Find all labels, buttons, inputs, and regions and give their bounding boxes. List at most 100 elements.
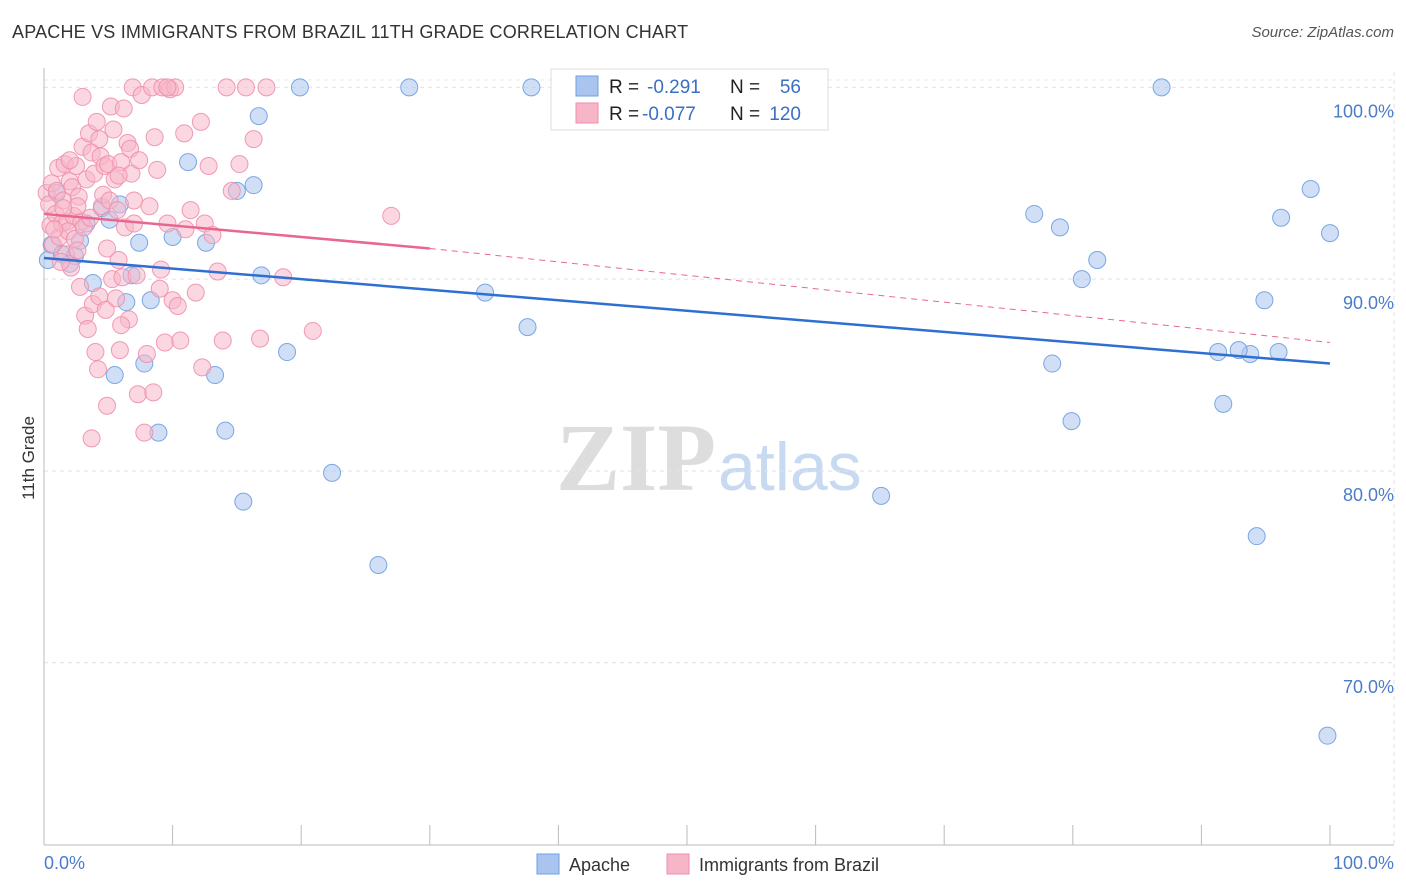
brazil-point <box>82 429 101 448</box>
y-tick-label: 90.0% <box>1343 293 1394 313</box>
brazil-point <box>213 331 232 350</box>
bottom-legend-swatch-apache <box>536 853 560 875</box>
apache-trend-line <box>43 256 1331 365</box>
brazil-point <box>90 130 109 149</box>
y-tick-label: 100.0% <box>1333 101 1394 121</box>
axes <box>43 68 1394 846</box>
brazil-point <box>175 124 194 143</box>
series-legend: Apache Immigrants from Brazil <box>536 853 879 875</box>
brazil-point <box>181 201 200 220</box>
legend-swatch-brazil <box>575 102 599 124</box>
apache-point <box>400 78 419 97</box>
apache-point <box>872 486 891 505</box>
brazil-point <box>68 241 87 260</box>
correlation-legend: R = -0.291 N = 56 R = -0.077 N = 120 <box>550 68 829 131</box>
brazil-point <box>51 252 70 271</box>
brazil-point <box>257 78 276 97</box>
brazil-point <box>104 120 123 139</box>
brazil-trend-line <box>43 212 430 250</box>
apache-point <box>1209 343 1228 362</box>
brazil-point <box>114 99 133 118</box>
brazil-point <box>98 239 117 258</box>
brazil-point <box>86 343 105 362</box>
apache-point <box>369 555 388 574</box>
apache-point <box>1247 527 1266 546</box>
legend-r-label-apache: R = <box>609 77 639 98</box>
watermark-zip: ZIP <box>556 404 716 511</box>
brazil-point <box>128 385 147 404</box>
apache-point <box>234 492 253 511</box>
bottom-legend-swatch-brazil <box>666 853 690 875</box>
brazil-point <box>145 128 164 147</box>
brazil-point <box>98 396 117 415</box>
brazil-point <box>158 78 177 97</box>
brazil-point <box>112 316 131 335</box>
brazil-point <box>217 78 236 97</box>
apache-point <box>1214 394 1233 413</box>
apache-point <box>1072 270 1091 289</box>
brazil-point <box>230 155 249 174</box>
bottom-legend-label-brazil: Immigrants from Brazil <box>699 855 879 875</box>
apache-point <box>522 78 541 97</box>
brazil-point <box>150 279 169 298</box>
brazil-point <box>89 360 108 379</box>
brazil-point <box>144 383 163 402</box>
apache-point <box>1050 218 1069 237</box>
brazil-point <box>135 423 154 442</box>
legend-r-value-apache: -0.291 <box>647 77 701 98</box>
apache-point <box>244 176 263 195</box>
apache-point <box>1321 224 1339 243</box>
brazil-point <box>45 220 64 239</box>
apache-point <box>323 463 342 482</box>
brazil-point <box>108 201 127 220</box>
brazil-point <box>96 300 115 319</box>
brazil-trend-line-extension <box>429 247 1331 343</box>
brazil-point <box>176 220 195 239</box>
watermark-atlas: atlas <box>718 429 862 505</box>
apache-point <box>179 153 198 172</box>
apache-point <box>1025 204 1044 223</box>
brazil-point <box>125 191 144 210</box>
apache-point <box>1272 208 1291 227</box>
apache-point <box>1043 354 1062 373</box>
brazil-point <box>168 297 187 316</box>
y-tick-label: 80.0% <box>1343 485 1394 505</box>
brazil-point <box>87 112 106 131</box>
brazil-point <box>78 320 97 339</box>
brazil-point <box>191 112 210 131</box>
brazil-point <box>109 166 128 185</box>
apache-point <box>1255 291 1274 310</box>
y-tick-labels: 100.0% 90.0% 80.0% 70.0% <box>1333 101 1394 696</box>
x-tick-label-start: 0.0% <box>44 853 85 873</box>
apache-point <box>278 343 297 362</box>
bottom-legend-label-apache: Apache <box>569 855 630 875</box>
brazil-point <box>303 321 322 340</box>
brazil-point <box>203 226 222 245</box>
legend-n-value-apache: 56 <box>780 77 801 98</box>
brazil-point <box>251 329 270 348</box>
legend-swatch-apache <box>575 75 599 97</box>
brazil-point <box>148 160 167 179</box>
brazil-point <box>107 289 126 308</box>
y-axis-title: 11th Grade <box>19 416 38 500</box>
apache-point <box>130 233 149 252</box>
brazil-point <box>171 331 190 350</box>
apache-point <box>216 421 235 440</box>
legend-n-label-apache: N = <box>730 77 760 98</box>
brazil-point <box>199 156 218 175</box>
brazil-point <box>137 344 156 363</box>
brazil-point <box>236 78 255 97</box>
legend-r-value-brazil: -0.077 <box>642 104 696 125</box>
x-tick-label-end: 100.0% <box>1333 853 1394 873</box>
brazil-point <box>60 151 79 170</box>
apache-point <box>1152 78 1171 97</box>
apache-point <box>1088 250 1107 269</box>
brazil-point <box>71 277 90 296</box>
apache-point <box>1301 180 1320 199</box>
apache-point <box>1062 412 1081 431</box>
apache-point <box>290 78 309 97</box>
brazil-point <box>244 130 263 149</box>
brazil-point <box>127 266 146 285</box>
brazil-point <box>140 197 159 216</box>
